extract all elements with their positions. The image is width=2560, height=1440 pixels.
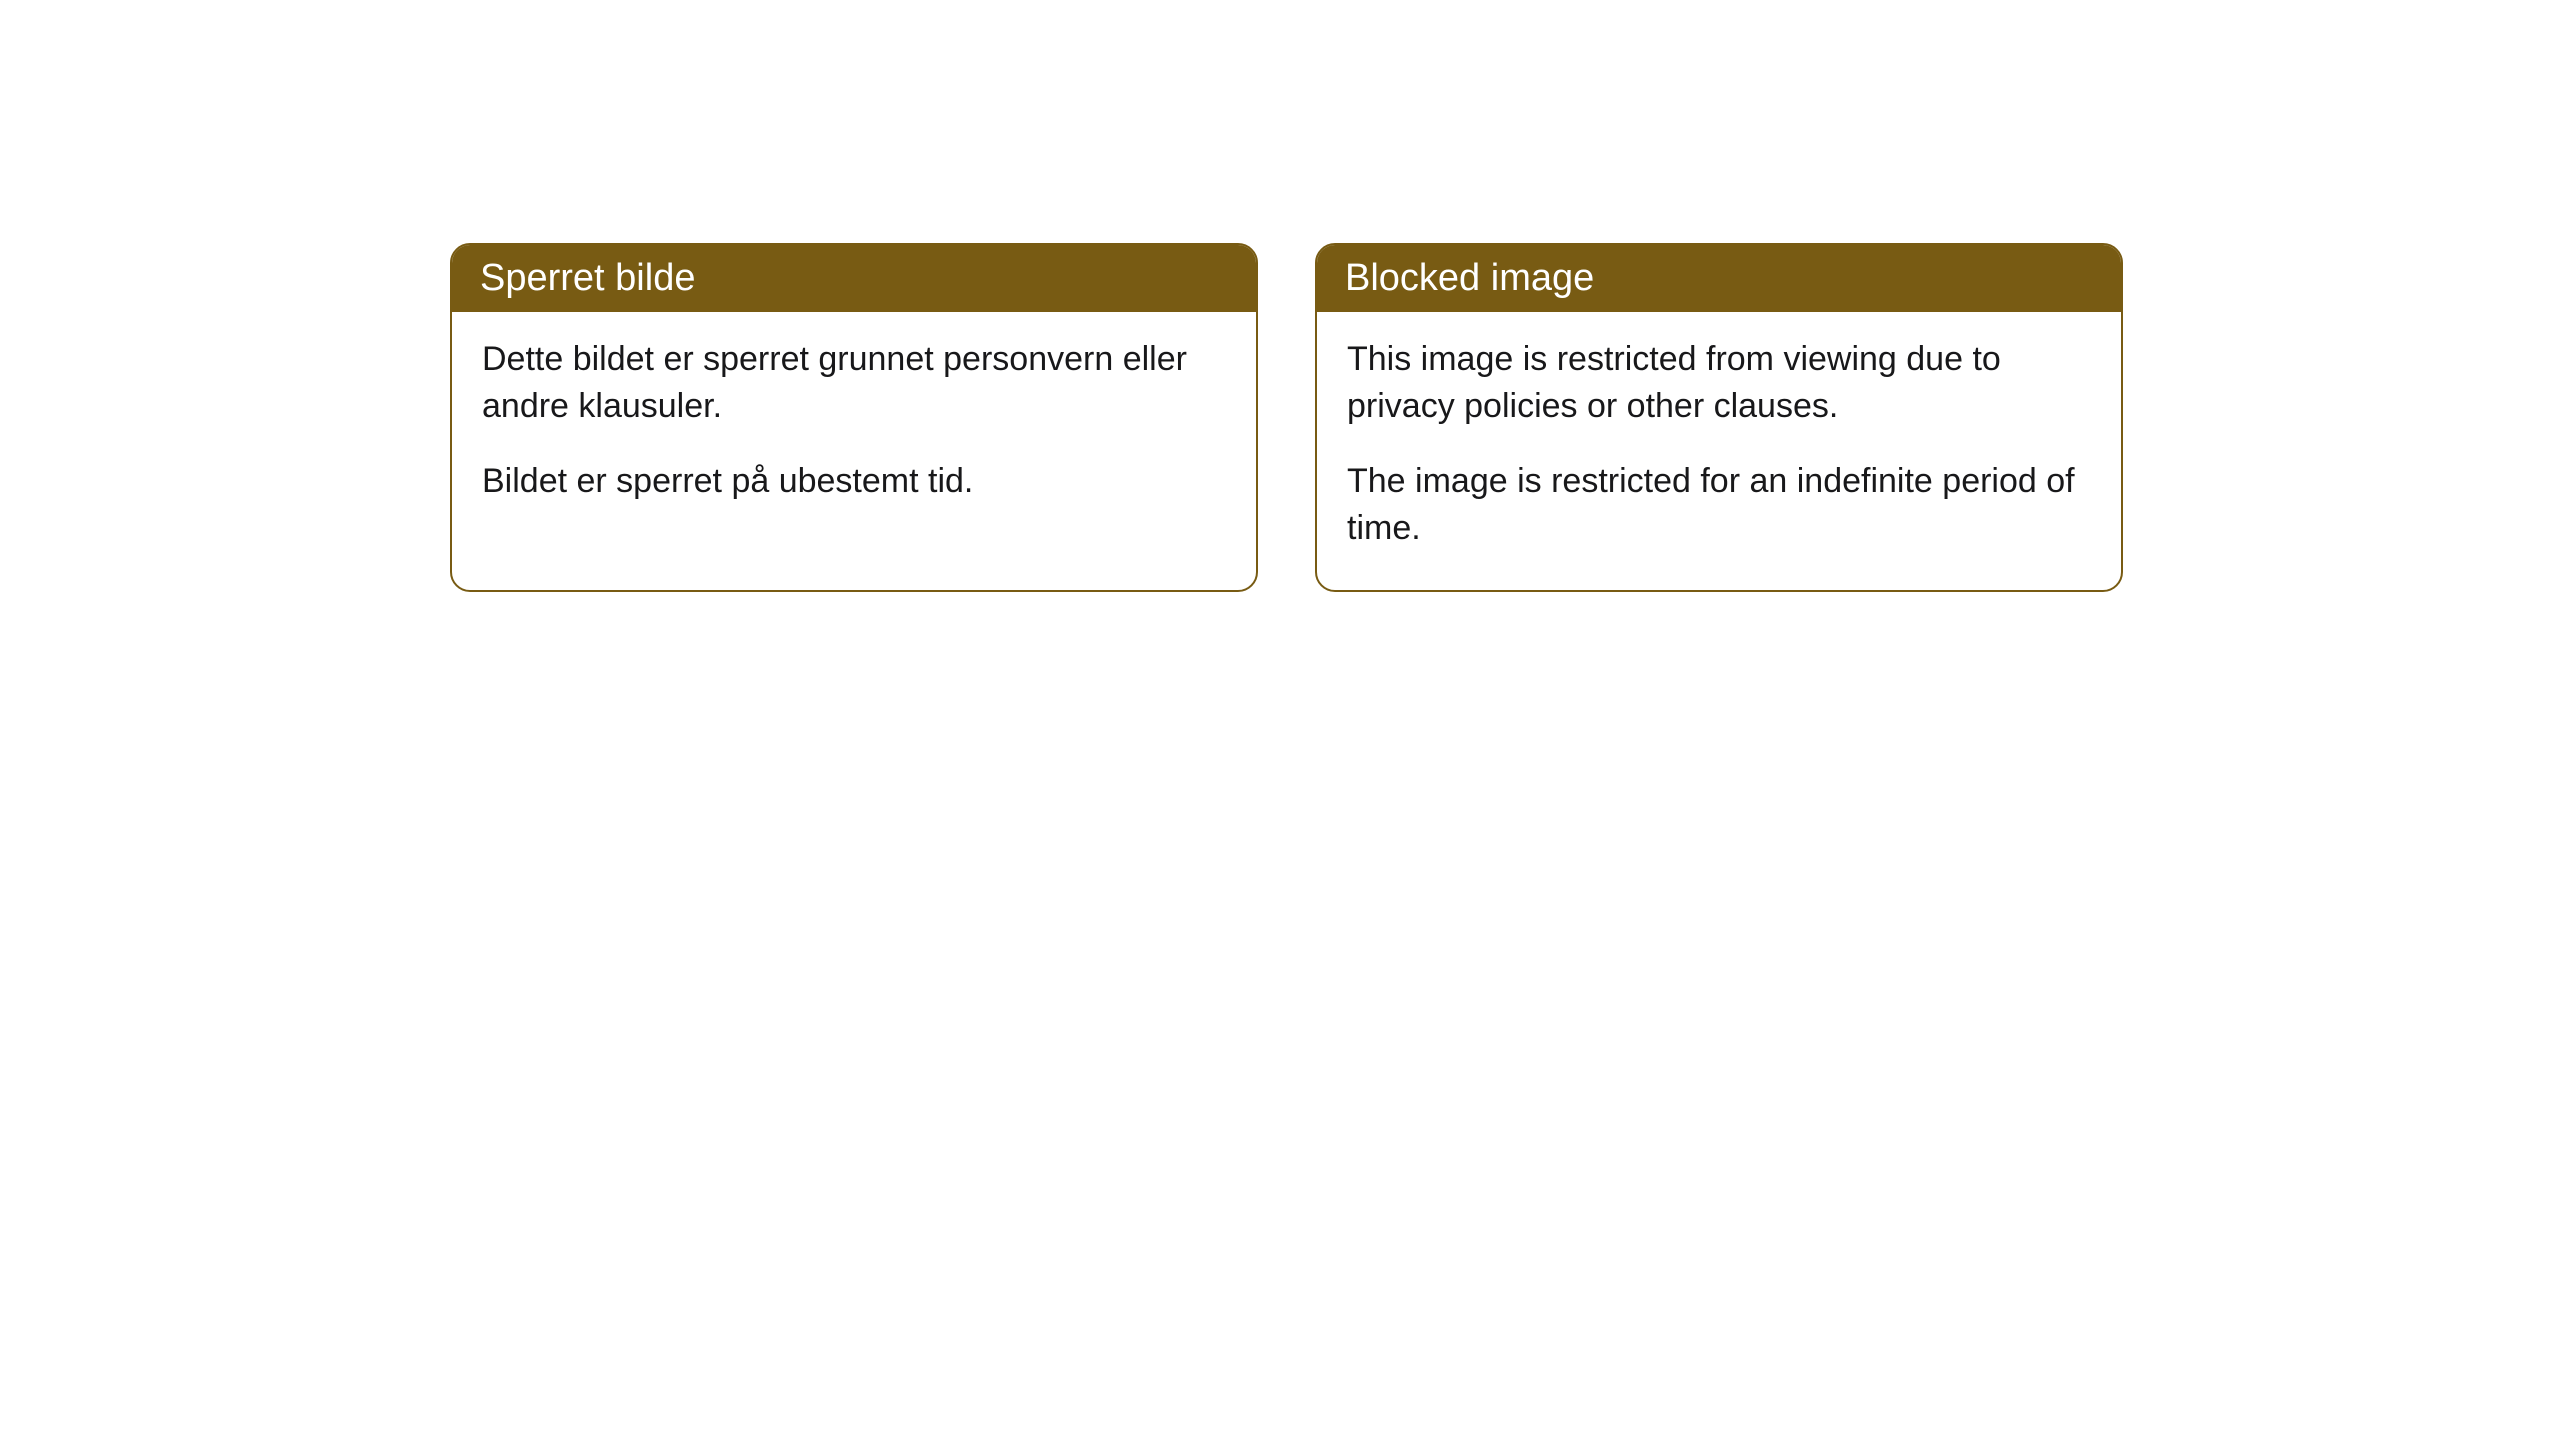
cards-container: Sperret bilde Dette bildet er sperret gr… xyxy=(450,243,2560,592)
card-text-norwegian-2: Bildet er sperret på ubestemt tid. xyxy=(482,458,1226,505)
card-norwegian: Sperret bilde Dette bildet er sperret gr… xyxy=(450,243,1258,592)
card-body-norwegian: Dette bildet er sperret grunnet personve… xyxy=(452,312,1256,543)
card-english: Blocked image This image is restricted f… xyxy=(1315,243,2123,592)
card-body-english: This image is restricted from viewing du… xyxy=(1317,312,2121,590)
card-header-english: Blocked image xyxy=(1317,245,2121,312)
card-header-norwegian: Sperret bilde xyxy=(452,245,1256,312)
card-text-english-1: This image is restricted from viewing du… xyxy=(1347,336,2091,430)
card-text-norwegian-1: Dette bildet er sperret grunnet personve… xyxy=(482,336,1226,430)
card-text-english-2: The image is restricted for an indefinit… xyxy=(1347,458,2091,552)
